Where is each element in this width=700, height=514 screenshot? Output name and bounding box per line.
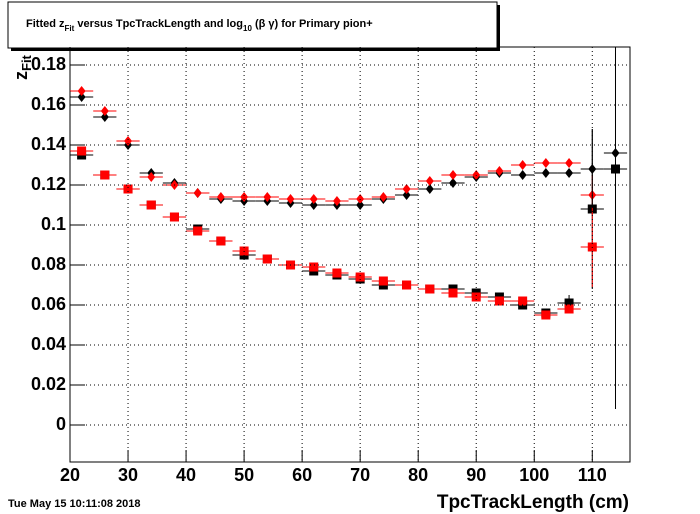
y-tick-label: 0.14 <box>31 134 66 154</box>
square-marker <box>332 268 342 278</box>
ylabel-part: z <box>11 71 31 80</box>
diamond-marker <box>518 170 527 180</box>
square-marker <box>216 236 226 246</box>
square-marker <box>448 288 458 298</box>
y-tick-label: 0.04 <box>31 334 66 354</box>
diamond-marker <box>309 200 318 210</box>
diamond-marker <box>565 168 574 178</box>
diamond-marker <box>541 158 550 168</box>
diamond-marker <box>425 184 434 194</box>
x-axis-label: TpcTrackLength (cm) <box>437 492 629 513</box>
title-part: Fitted z <box>26 18 65 30</box>
square-marker <box>100 170 110 180</box>
x-tick-label: 40 <box>176 465 196 485</box>
square-marker <box>378 276 388 286</box>
square-marker <box>169 212 179 222</box>
diamond-marker <box>449 178 458 188</box>
diamond-marker <box>216 192 225 202</box>
square-marker <box>471 292 481 302</box>
title-part: versus TpcTrackLength and log <box>74 18 243 30</box>
plot-area <box>70 47 628 409</box>
diamond-marker <box>77 92 86 102</box>
x-tick-label: 60 <box>292 465 312 485</box>
x-tick-label: 100 <box>519 465 549 485</box>
y-axis-label: zFit <box>11 54 35 80</box>
square-marker <box>77 146 87 156</box>
y-tick-label: 0.08 <box>31 254 66 274</box>
diamond-marker <box>449 170 458 180</box>
date-stamp: Tue May 15 10:11:08 2018 <box>8 498 141 510</box>
x-tick-label: 50 <box>234 465 254 485</box>
plot-frame <box>69 46 631 463</box>
diamond-marker <box>286 194 295 204</box>
y-tick-label: 0.18 <box>31 54 66 74</box>
diamond-marker <box>356 200 365 210</box>
y-tick-label: 0.02 <box>31 374 66 394</box>
diamond-marker <box>124 136 133 146</box>
y-tick-label: 0 <box>56 414 66 434</box>
y-tick-label: 0.12 <box>31 174 66 194</box>
y-tick-label: 0.1 <box>41 214 66 234</box>
x-tick-label: 70 <box>350 465 370 485</box>
x-tick-label: 30 <box>118 465 138 485</box>
diamond-marker <box>402 190 411 200</box>
diamond-marker <box>402 184 411 194</box>
diamond-marker <box>263 192 272 202</box>
title-part: (β γ) for Primary pion+ <box>252 18 373 30</box>
square-marker <box>541 310 551 320</box>
square-marker <box>146 200 156 210</box>
x-tick-label: 90 <box>466 465 486 485</box>
square-marker <box>309 262 319 272</box>
square-marker <box>402 280 412 290</box>
square-marker <box>610 164 620 174</box>
square-marker <box>355 272 365 282</box>
chart-title: Fitted zFit versus TpcTrackLength and lo… <box>26 18 373 33</box>
y-tick-label: 0.16 <box>31 94 66 114</box>
square-marker <box>564 304 574 314</box>
square-marker <box>262 254 272 264</box>
x-tick-label: 20 <box>60 465 80 485</box>
diamond-marker <box>425 176 434 186</box>
y-tick-label: 0.06 <box>31 294 66 314</box>
diamond-marker <box>193 188 202 198</box>
diamond-marker <box>495 166 504 176</box>
title-box <box>7 1 498 49</box>
title-sub: Fit <box>65 24 75 33</box>
diamond-marker <box>332 196 341 206</box>
diamond-marker <box>100 112 109 122</box>
diamond-marker <box>379 192 388 202</box>
ylabel-sub: Fit <box>19 54 34 71</box>
diamond-marker <box>309 194 318 204</box>
diamond-marker <box>518 160 527 170</box>
square-marker <box>123 184 133 194</box>
diamond-marker <box>565 158 574 168</box>
square-marker <box>564 298 574 308</box>
diamond-marker <box>77 86 86 96</box>
diamond-marker <box>240 192 249 202</box>
diamond-marker <box>147 172 156 182</box>
square-marker <box>425 284 435 294</box>
x-tick-label: 80 <box>408 465 428 485</box>
title-sub: 10 <box>243 24 252 33</box>
square-marker <box>494 296 504 306</box>
diamond-marker <box>541 168 550 178</box>
diamond-marker <box>100 106 109 116</box>
x-tick-label: 110 <box>578 465 607 485</box>
square-marker <box>518 296 528 306</box>
square-marker <box>193 226 203 236</box>
